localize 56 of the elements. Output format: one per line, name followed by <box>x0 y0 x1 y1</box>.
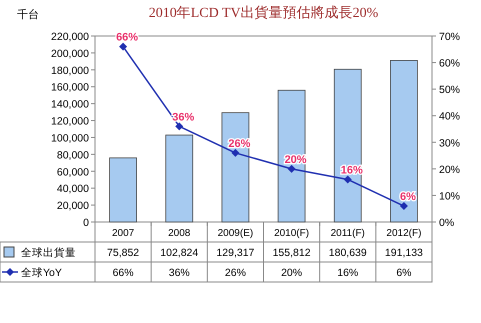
point <box>344 175 352 184</box>
x-tick-label: 2008 <box>168 228 191 239</box>
point <box>231 148 240 157</box>
data-label: 102,824 <box>160 247 198 259</box>
x-tick-label: 2011(F) <box>330 228 365 239</box>
y2-tick-label: 20% <box>439 164 460 176</box>
y2-tick-label: 60% <box>439 58 460 70</box>
bar <box>390 60 418 222</box>
legend-label: 全球YoY <box>21 266 62 279</box>
y2-tick-label: 50% <box>439 84 460 96</box>
data-label: 26% <box>224 267 246 279</box>
point <box>175 122 184 130</box>
data-label: 180,639 <box>328 247 367 259</box>
data-label: 66% <box>112 267 134 279</box>
y2-tick-label: 70% <box>439 31 460 43</box>
data-label: 16% <box>337 267 358 279</box>
point <box>400 202 408 210</box>
y-tick-label: 40,000 <box>56 183 90 196</box>
y-tick-label: 160,000 <box>51 82 90 94</box>
x-tick-label: 2012(F) <box>386 228 422 239</box>
data-label: 36% <box>168 267 190 279</box>
y2-tick-label: 0% <box>439 217 454 229</box>
bar <box>109 157 137 222</box>
data-label: 129,317 <box>216 247 255 259</box>
y-tick-label: 200,000 <box>51 48 90 60</box>
data-label: 155,812 <box>272 247 311 259</box>
data-label: 75,852 <box>107 247 140 259</box>
bar <box>278 90 306 222</box>
bar <box>165 134 194 222</box>
y-tick-label: 80,000 <box>56 149 90 162</box>
point <box>288 164 296 173</box>
y-axis-title: 千台 <box>17 8 39 21</box>
x-tick-label: 2009(E) <box>218 228 254 239</box>
y-tick-label: 120,000 <box>51 116 90 128</box>
x-tick-label: 2007 <box>112 228 135 239</box>
bar <box>222 112 250 222</box>
y-tick-label: 100,000 <box>51 132 90 144</box>
x-tick-label: 2010(F) <box>274 228 310 239</box>
y2-tick-label: 40% <box>439 110 460 123</box>
text: 36% <box>172 111 194 124</box>
y-tick-label: 60,000 <box>56 166 90 178</box>
y-tick-label: 0 <box>83 217 90 229</box>
y2-tick-label: 10% <box>439 190 460 202</box>
chart-title: 2010年LCD TV出貨量預估將成長20% <box>148 5 379 21</box>
data-label: 6% <box>396 267 412 279</box>
legend-label: 全球出貨量 <box>21 246 76 259</box>
y-tick-label: 140,000 <box>51 98 90 111</box>
data-label: 20% <box>281 267 302 279</box>
data-label: 191,133 <box>384 247 424 259</box>
text: 6% <box>400 191 416 204</box>
point <box>119 42 128 51</box>
y-tick-label: 180,000 <box>51 64 90 77</box>
y-tick-label: 220,000 <box>51 31 90 43</box>
y-tick-label: 20,000 <box>56 200 90 212</box>
y2-tick-label: 30% <box>439 137 460 150</box>
bar <box>334 68 362 222</box>
